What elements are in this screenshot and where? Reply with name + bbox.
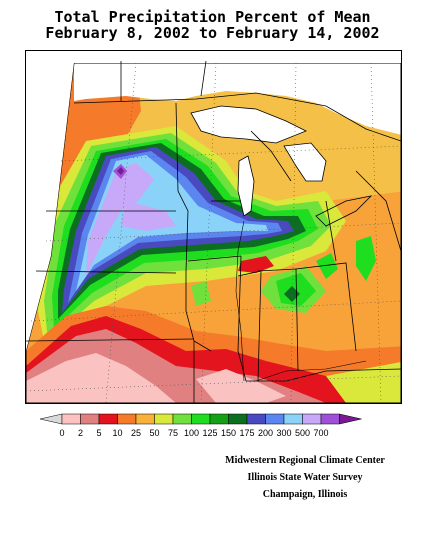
field-se-yellowgreen <box>326 361 401 403</box>
field-lavender-2 <box>121 201 176 231</box>
boundary-ia-mn <box>187 255 242 262</box>
legend-swatch <box>283 413 303 425</box>
legend: 0 2 5 10 25 50 75 100 125 150 175 200 300 500 700 <box>40 412 385 440</box>
legend-arrow-right <box>339 413 362 425</box>
legend-label: 200 <box>257 428 274 438</box>
legend-swatch <box>117 413 137 425</box>
legend-label: 2 <box>77 428 84 438</box>
field-lavender <box>86 163 154 276</box>
legend-swatch <box>172 413 192 425</box>
legend-label: 100 <box>183 428 200 438</box>
lake-erie-outline <box>315 195 373 227</box>
lake-superior-outline <box>190 105 307 144</box>
boundary-sd-ne <box>35 270 177 274</box>
region-outline <box>26 63 401 403</box>
legend-swatch <box>191 413 211 425</box>
credits-line1: Midwestern Regional Climate Center <box>225 455 385 466</box>
boundary-wi-mi <box>250 130 292 182</box>
grid-lat-2 <box>45 222 401 242</box>
field-green-spot-1 <box>316 253 338 279</box>
map-title-line2: February 8, 2002 to February 14, 2002 <box>45 24 380 42</box>
field-green-spot-2 <box>356 236 376 281</box>
legend-swatch <box>302 413 322 425</box>
mississippi-river <box>235 220 245 382</box>
legend-label: 150 <box>220 428 237 438</box>
legend-swatch <box>61 413 81 425</box>
boundary-oh-pa <box>295 262 357 352</box>
boundary-ny <box>355 170 401 252</box>
grid-lat-3 <box>30 300 401 322</box>
precipitation-map-svg <box>26 51 401 403</box>
legend-swatch <box>265 413 285 425</box>
precipitation-map <box>25 50 402 404</box>
grid-lat-4 <box>26 375 401 392</box>
field-south-lightpink <box>26 353 176 403</box>
legend-swatch <box>98 413 118 425</box>
boundary-ky-tn <box>246 368 401 382</box>
legend-swatch <box>228 413 248 425</box>
legend-label: 700 <box>313 428 329 438</box>
legend-swatch <box>246 413 266 425</box>
us-canada-border <box>73 92 401 142</box>
legend-label: 175 <box>239 428 255 438</box>
legend-arrow-left <box>40 413 63 425</box>
grid-lon-4 <box>370 62 382 403</box>
grid-lon-3 <box>290 62 297 403</box>
legend-label: 25 <box>130 428 142 438</box>
credits: Midwestern Regional Climate Center Illin… <box>200 452 410 503</box>
legend-label: 10 <box>112 428 123 438</box>
boundary-mn-west <box>175 102 189 272</box>
legend-label: 75 <box>167 428 179 438</box>
legend-swatch <box>135 413 155 425</box>
map-title: Total Precipitation Percent of Mean Febr… <box>0 9 425 41</box>
canada-region <box>74 63 401 136</box>
field-east-darkgreen <box>284 286 300 302</box>
legend-label: 125 <box>202 428 218 438</box>
legend-swatches <box>40 413 362 425</box>
legend-swatch <box>154 413 174 425</box>
field-south-lightpink-2 <box>196 369 286 403</box>
lake-michigan-outline <box>237 155 255 217</box>
lake-huron <box>284 143 326 181</box>
legend-label: 500 <box>294 428 311 438</box>
credits-line3: Champaign, Illinois <box>262 489 348 500</box>
lake-michigan <box>238 156 254 216</box>
legend-swatch <box>80 413 100 425</box>
grid-lat-1 <box>60 145 401 162</box>
lake-superior <box>191 106 306 143</box>
state-boundaries <box>26 60 401 403</box>
field-red-spot <box>238 256 274 273</box>
legend-colorbar <box>40 413 362 425</box>
boundary-mi-oh <box>325 200 337 262</box>
latlon-grid <box>26 62 401 403</box>
legend-swatch <box>209 413 229 425</box>
boundary-ia-west <box>185 271 212 352</box>
map-title-line1: Total Precipitation Percent of Mean <box>54 8 371 26</box>
grid-lon-1 <box>105 62 137 403</box>
credits-line2: Illinois State Water Survey <box>247 472 363 483</box>
boundary-ne-ks <box>26 338 195 342</box>
field-darkpurple <box>117 167 124 175</box>
legend-label: 50 <box>149 428 160 438</box>
legend-label: 0 <box>59 428 65 438</box>
ohio-river <box>255 360 367 382</box>
lake-huron-outline <box>283 142 327 182</box>
legend-label: 5 <box>96 428 102 438</box>
field-east-green <box>276 273 316 306</box>
legend-swatch <box>320 413 340 425</box>
canada-boundary-2 <box>200 60 207 97</box>
legend-label: 300 <box>276 428 292 438</box>
grid-lon-2 <box>200 62 217 403</box>
precip-field <box>26 63 401 403</box>
